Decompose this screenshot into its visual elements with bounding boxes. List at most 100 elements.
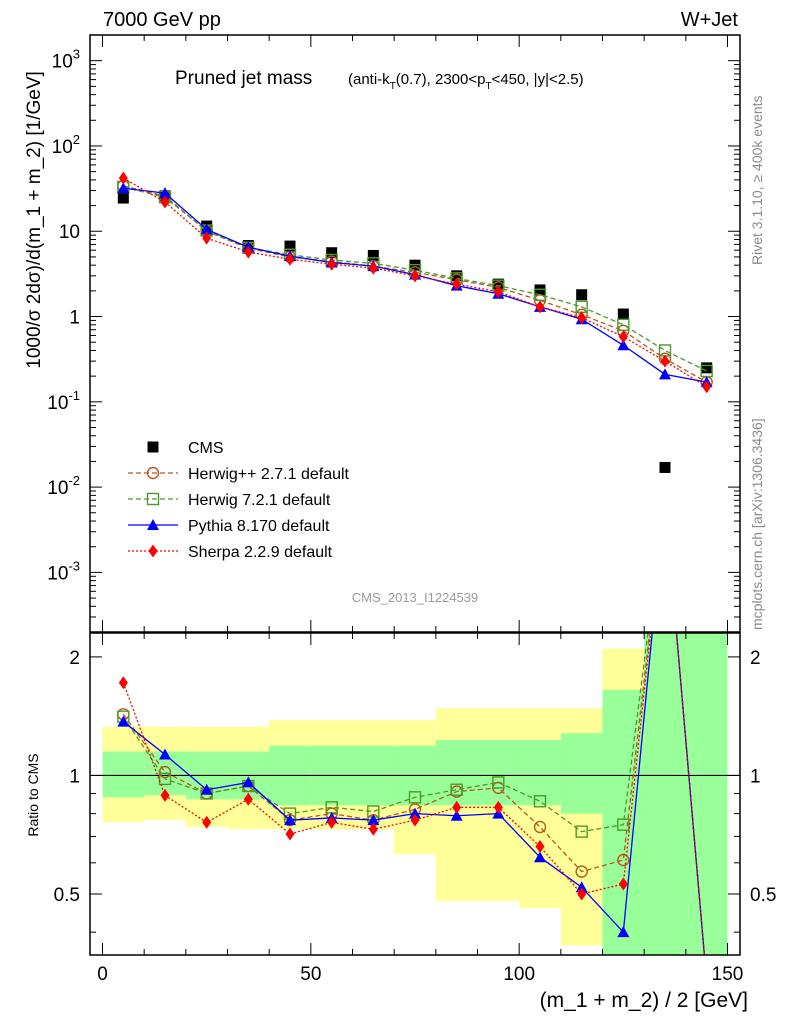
data-point	[285, 252, 295, 266]
ratio-point	[118, 676, 128, 690]
ratio-point	[409, 807, 421, 819]
rivet-label: Rivet 3.1.10, ≥ 400k events	[749, 95, 765, 265]
ratio-point	[618, 877, 628, 891]
ratio-point	[200, 783, 213, 795]
legend-marker	[146, 466, 160, 480]
x-tick-label: 150	[712, 964, 744, 985]
data-point	[492, 278, 504, 290]
ratio-point	[158, 772, 172, 786]
legend-marker	[148, 544, 158, 558]
ratio-point	[533, 795, 547, 808]
legend: CMS Herwig++ 2.7.1 default Herwig 7.2.1 de…	[128, 440, 350, 561]
series-line	[123, 177, 708, 388]
legend-marker	[147, 519, 159, 530]
ratio-tick-label: 2	[69, 648, 80, 669]
data-point	[117, 182, 130, 194]
ratio-point	[450, 809, 463, 821]
ratio-point	[575, 881, 588, 893]
legend-marker	[147, 441, 159, 453]
data-point	[200, 223, 213, 235]
ratio-series-2	[117, 633, 706, 955]
band-green	[602, 689, 645, 955]
data-point	[327, 257, 337, 271]
data-point	[117, 192, 129, 204]
data-point	[243, 245, 253, 259]
top-frame	[89, 34, 741, 633]
data-point	[701, 362, 713, 374]
data-point	[577, 311, 587, 325]
data-point	[617, 339, 630, 351]
y-tick-label: 1	[69, 308, 80, 329]
band-green	[685, 633, 728, 955]
ratio-point	[158, 765, 172, 779]
data-point	[284, 240, 296, 252]
data-point	[659, 368, 671, 380]
ratio-point	[327, 815, 337, 829]
ratio-tick-label-right: 2	[750, 648, 761, 669]
ratio-point	[410, 813, 420, 827]
ratio-tick-label-right: 0.5	[750, 885, 776, 906]
ratio-point	[450, 783, 463, 796]
band-green	[477, 740, 520, 806]
legend-item: Herwig++ 2.7.1 default	[128, 466, 350, 483]
ratio-axis-label: Ratio to CMS	[25, 753, 41, 836]
ratio-point	[492, 776, 505, 789]
ratio-tick-label: 1	[69, 766, 80, 787]
ratio-line	[122, 633, 706, 955]
series-1	[117, 179, 713, 389]
ratio-point	[533, 820, 547, 834]
data-point	[410, 269, 420, 283]
bottom-frame	[89, 632, 741, 956]
ratio-point	[493, 800, 503, 814]
legend-marker	[146, 492, 160, 506]
ratio-point	[368, 822, 378, 836]
legend-label: Herwig++ 2.7.1 default	[188, 466, 350, 483]
series-4	[118, 171, 712, 394]
x-axis-label: (m_1 + m_2) / 2 [GeV]	[540, 989, 748, 1012]
y-tick-label: 103	[52, 47, 80, 73]
header-right: W+Jet	[681, 9, 739, 31]
y-tick-label: 10	[59, 222, 80, 243]
ratio-point	[617, 853, 630, 867]
ratio-point	[452, 800, 462, 814]
data-point	[368, 261, 378, 275]
plot-title-main: Pruned jet mass	[175, 68, 312, 89]
band-green	[560, 733, 603, 814]
data-point	[159, 187, 171, 199]
ratio-tick-label-right: 1	[750, 766, 761, 787]
ratio-point	[534, 851, 546, 863]
header-left: 7000 GeV pp	[103, 9, 221, 31]
band-green	[519, 740, 561, 806]
ratio-series-3	[118, 633, 706, 955]
data-point	[493, 285, 503, 299]
data-point	[660, 354, 670, 368]
ratio-line	[122, 633, 706, 955]
legend-item: Pythia 8.170 default	[128, 518, 330, 535]
y-tick-label: 10-3	[47, 558, 80, 584]
ratio-line	[122, 633, 706, 955]
series-line	[123, 187, 707, 383]
ratio-point	[117, 715, 130, 727]
data-point	[326, 247, 338, 259]
band-yellow	[519, 708, 561, 909]
data-point	[451, 270, 463, 282]
x-tick-label: 50	[300, 964, 321, 985]
data-point	[160, 195, 170, 209]
data-point	[535, 300, 545, 314]
x-tick-label: 0	[97, 964, 108, 985]
legend-label: Sherpa 2.2.9 default	[188, 544, 333, 561]
mcplots-label: mcplots.cern.ch [arXiv:1306.3436]	[749, 418, 765, 630]
ratio-point	[367, 814, 380, 826]
data-point	[576, 289, 588, 301]
plot-title-sub: (anti-kT(0.7), 2300<pT<450, |y|<2.5)	[348, 71, 584, 92]
band-green	[435, 740, 478, 806]
ratio-point	[535, 840, 545, 854]
ratio-point	[242, 776, 255, 788]
y-tick-label: 10-1	[47, 388, 80, 414]
ratio-point	[575, 825, 588, 838]
band-green	[102, 751, 145, 798]
data-point	[202, 231, 212, 245]
watermark: CMS_2013_I1224539	[352, 590, 479, 605]
legend-label: CMS	[188, 440, 224, 457]
